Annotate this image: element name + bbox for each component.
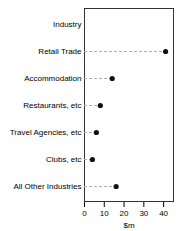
svg-text:20: 20 [120,209,129,218]
svg-text:All Other Industries: All Other Industries [13,182,81,191]
svg-text:Restaurants, etc: Restaurants, etc [23,101,81,110]
svg-text:$m: $m [123,221,134,230]
svg-text:Travel Agencies, etc: Travel Agencies, etc [10,128,82,137]
svg-text:30: 30 [139,209,148,218]
svg-text:Clubs, etc: Clubs, etc [46,155,82,164]
svg-text:Industry: Industry [53,20,81,29]
svg-text:Accommodation: Accommodation [24,74,81,83]
svg-text:Retail Trade: Retail Trade [38,47,82,56]
svg-text:40: 40 [159,209,168,218]
svg-text:0: 0 [82,209,87,218]
svg-text:10: 10 [100,209,109,218]
